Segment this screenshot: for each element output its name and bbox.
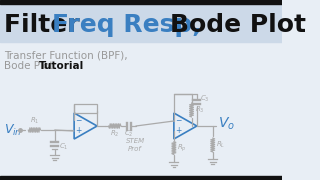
Text: $V_{in}$: $V_{in}$ (4, 122, 22, 138)
Text: −: − (75, 117, 81, 126)
Text: +: + (75, 126, 81, 135)
Text: Freq Resp,: Freq Resp, (52, 13, 202, 37)
Text: $C_1$: $C_1$ (59, 142, 69, 152)
Text: Tutorial: Tutorial (39, 61, 84, 71)
Text: STEM
Prof: STEM Prof (125, 138, 145, 152)
Text: +: + (175, 126, 181, 135)
Bar (0, 0, 283, 4)
Text: Transfer Function (BPF),: Transfer Function (BPF), (4, 50, 128, 60)
Bar (74, 104, 97, 113)
Text: Filter: Filter (4, 13, 89, 37)
Text: Bode Plot: Bode Plot (4, 61, 57, 71)
Text: $R_L$: $R_L$ (216, 140, 226, 150)
Text: $R_p$: $R_p$ (177, 142, 187, 154)
Bar (0, 4, 283, 42)
Text: Bode Plot: Bode Plot (170, 13, 306, 37)
Bar (0, 176, 283, 180)
Text: $R_2$: $R_2$ (110, 129, 119, 139)
Text: −: − (175, 117, 181, 126)
Text: $R_1$: $R_1$ (30, 116, 39, 126)
Text: $C_3$: $C_3$ (200, 94, 210, 104)
Text: $R_3$: $R_3$ (195, 105, 204, 115)
Text: $C_2$: $C_2$ (124, 129, 134, 139)
Text: $V_o$: $V_o$ (218, 116, 235, 132)
